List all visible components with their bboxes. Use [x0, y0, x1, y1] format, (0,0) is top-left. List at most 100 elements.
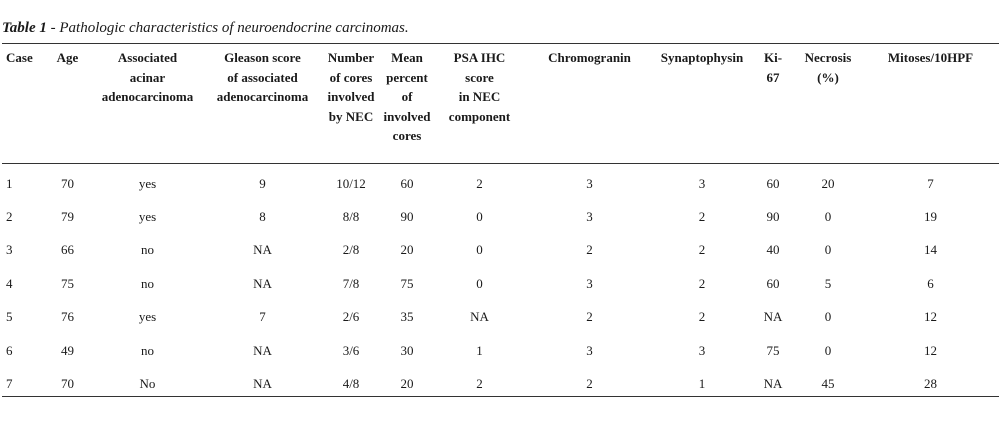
column-header: Mean percent of involved cores	[382, 48, 432, 163]
column-header-line: of cores	[329, 69, 373, 85]
table-cell: 90	[766, 209, 780, 225]
column-header-line: adenocarcinoma	[101, 89, 194, 104]
table-cell: yes	[138, 309, 157, 325]
table-cell: 35	[400, 309, 414, 325]
table-cell: 60	[400, 175, 414, 191]
column-header: Associated acinar adenocarcinoma	[90, 48, 205, 163]
table-cell: NA	[470, 309, 489, 325]
table-row: 2 79 yes 8 8/8 90 0 3 2 90 0 19	[2, 200, 999, 233]
table-cell: 6	[6, 342, 13, 358]
table-cell: 20	[400, 376, 414, 392]
column-header: Synaptophysin	[652, 48, 752, 163]
table-row: 5 76 yes 7 2/6 35 NA 2 2 NA 0 12	[2, 301, 999, 334]
column-header-line: involved	[327, 89, 375, 104]
table-cell: 66	[61, 242, 74, 258]
column-header: Mitoses/10HPF	[862, 48, 999, 163]
column-header-line: score	[465, 69, 494, 85]
column-header-line: Synaptophysin	[660, 50, 744, 65]
column-header-line: acinar	[129, 69, 166, 85]
table-row: 7 70 No NA 4/8 20 2 2 1 NA 45 28	[2, 367, 999, 400]
table-cell: NA	[253, 242, 272, 258]
table-cell: 0	[824, 209, 832, 225]
table-cell: 49	[61, 342, 74, 358]
table-cell: 3	[698, 342, 706, 358]
column-header-line: PSA IHC	[453, 50, 506, 65]
table-cell: 75	[400, 275, 414, 291]
table-cell: yes	[138, 209, 157, 225]
table-row: 4 75 no NA 7/8 75 0 3 2 60 5 6	[2, 267, 999, 300]
table-cell: 12	[924, 342, 937, 358]
column-header-line: Associated	[117, 50, 178, 65]
column-header-line: 67	[766, 69, 780, 85]
table-row: 6 49 no NA 3/6 30 1 3 3 75 0 12	[2, 334, 999, 367]
table-cell: 20	[821, 175, 835, 191]
table-cell: 1	[6, 175, 13, 191]
table-cell: 0	[824, 309, 832, 325]
column-header-line: Age	[56, 50, 79, 65]
table-cell: 75	[766, 342, 780, 358]
table-cell: 2	[698, 209, 706, 225]
table-cell: 30	[400, 342, 414, 358]
table-cell: 5	[6, 309, 13, 325]
table-cell: 76	[61, 309, 74, 325]
table-row: 3 66 no NA 2/8 20 0 2 2 40 0 14	[2, 234, 999, 267]
table-cell: 2	[698, 242, 706, 258]
column-header-line: Necrosis	[804, 50, 852, 65]
table-caption: Table 1 - Pathologic characteristics of …	[2, 20, 409, 37]
table-cell: 60	[766, 275, 780, 291]
table-cell: 40	[766, 242, 780, 258]
table-cell: 9	[259, 175, 266, 191]
table-cell: NA	[253, 342, 272, 358]
table-cell: 2	[476, 376, 483, 392]
table-cell: 20	[400, 242, 414, 258]
table-caption-text: - Pathologic characteristics of neuroend…	[46, 20, 409, 36]
column-header-line: Chromogranin	[548, 50, 631, 65]
table-cell: 10/12	[336, 175, 366, 191]
column-header-line: adenocarcinoma	[216, 89, 309, 104]
table-cell: 2	[586, 242, 593, 258]
column-header: Necrosis (%)	[794, 48, 862, 163]
column-header: Gleason score of associated adenocarcinoma	[205, 48, 320, 163]
table-cell: NA	[253, 376, 272, 392]
table-cell: 70	[61, 376, 74, 392]
column-header: Case	[2, 48, 45, 163]
table-cell: 2	[586, 376, 593, 392]
table-caption-label: Table 1	[2, 20, 47, 36]
table-cell: no	[141, 275, 154, 291]
table-cell: 2/6	[342, 309, 360, 325]
table-cell: 2	[698, 309, 706, 325]
column-header-line: involved	[383, 108, 431, 124]
table-cell: 3	[586, 175, 593, 191]
table-cell: 3	[586, 342, 593, 358]
table-cell: 0	[476, 209, 483, 225]
table-cell: 2	[698, 275, 706, 291]
table-cell: 0	[476, 242, 483, 258]
table-cell: 79	[61, 209, 74, 225]
table-body: 1 70 yes 9 10/12 60 2 3 3 60 20 7 2 79 yes 8 8/8 90 0 3 2 90 0…	[2, 163, 999, 401]
column-header-line: of associated	[227, 69, 298, 85]
table-cell: 3	[586, 275, 593, 291]
column-header-line: Mean	[391, 50, 423, 65]
column-header-line: component	[448, 108, 511, 124]
table-cell: 3	[586, 209, 593, 225]
table-cell: 3/6	[342, 342, 360, 358]
pathology-table: Case Age Associated acinar adenocarcinoma Gle…	[2, 48, 999, 401]
table-cell: 19	[924, 209, 937, 225]
column-header: PSA IHC score in NEC component	[432, 48, 527, 163]
table-cell: 0	[824, 342, 832, 358]
table-cell: 1	[476, 342, 483, 358]
column-header-line: percent	[386, 69, 428, 85]
table-cell: 5	[824, 275, 832, 291]
table-cell: No	[139, 376, 156, 392]
table-cell: 90	[400, 209, 414, 225]
table-cell: 2	[6, 209, 13, 225]
column-header-line: by NEC	[328, 108, 374, 124]
table-cell: 6	[927, 275, 934, 291]
column-header-line: Mitoses/10HPF	[887, 50, 974, 65]
table-cell: 4	[6, 275, 13, 291]
table-row: 1 70 yes 9 10/12 60 2 3 3 60 20 7	[2, 163, 999, 200]
table-cell: 0	[476, 275, 483, 291]
table-cell: 1	[698, 376, 706, 392]
table-cell: 2/8	[342, 242, 360, 258]
column-header-line: Number	[327, 50, 375, 65]
